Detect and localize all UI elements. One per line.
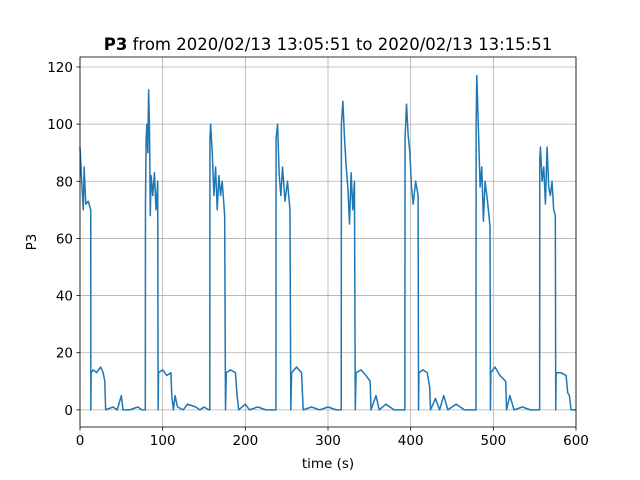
x-tick-label: 100 (150, 433, 176, 449)
x-axis-label: time (s) (302, 456, 354, 472)
title-bold: P3 (104, 35, 128, 54)
x-tick-label: 600 (563, 433, 589, 449)
y-tick-label: 120 (47, 60, 73, 76)
y-tick-label: 20 (56, 346, 73, 362)
x-tick-label: 0 (76, 433, 85, 449)
x-tick-label: 200 (232, 433, 258, 449)
x-tick-label: 500 (480, 433, 506, 449)
y-tick-label: 80 (56, 174, 73, 190)
y-tick-label: 100 (47, 117, 73, 133)
plot-frame (79, 56, 577, 428)
y-tick-label: 40 (56, 289, 73, 305)
x-tick-label: 400 (398, 433, 424, 449)
data-line (79, 74, 576, 411)
x-tick-label: 300 (315, 433, 341, 449)
y-tick-label: 0 (64, 403, 73, 419)
y-tick-label: 60 (56, 231, 73, 247)
title-rest: from 2020/02/13 13:05:51 to 2020/02/13 1… (133, 35, 553, 54)
y-axis-label: P3 (24, 234, 40, 251)
chart-title: P3 from 2020/02/13 13:05:51 to 2020/02/1… (104, 35, 552, 54)
